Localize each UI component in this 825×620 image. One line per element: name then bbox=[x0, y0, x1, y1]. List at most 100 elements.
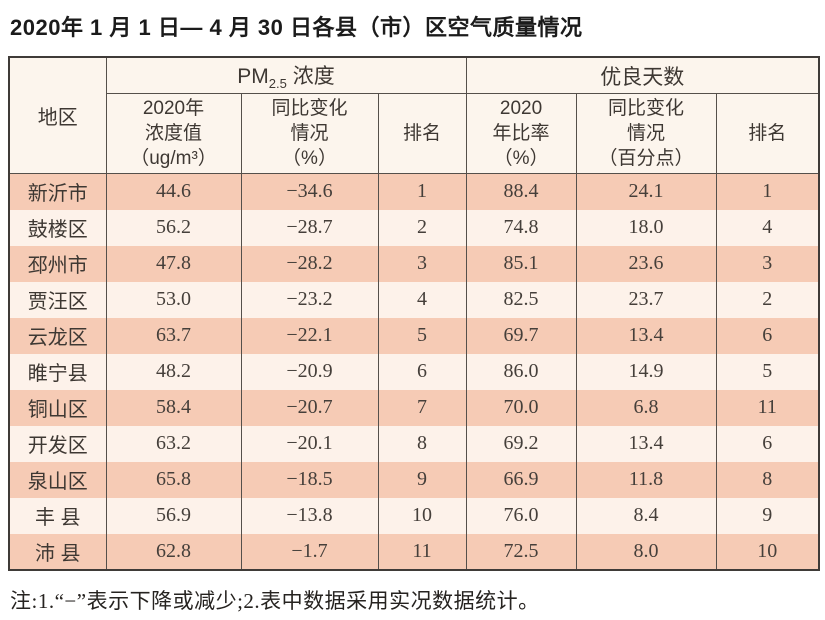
value-cell: 47.8 bbox=[105, 245, 242, 282]
value-cell: 13.4 bbox=[575, 425, 717, 462]
value-cell: 23.7 bbox=[575, 281, 717, 318]
table-row: 鼓楼区 56.2 −28.7 2 74.8 18.0 4 bbox=[8, 209, 820, 246]
value-cell: 3 bbox=[715, 245, 820, 282]
table-header: 地区 PM2.5 浓度 优良天数 2020年 浓度值 （ug/m³） 同比变化 … bbox=[8, 56, 820, 175]
column-group-good-days: 优良天数 bbox=[465, 56, 820, 95]
table-row: 睢宁县 48.2 −20.9 6 86.0 14.9 5 bbox=[8, 353, 820, 390]
value-cell: 1 bbox=[377, 173, 467, 210]
pm25-label-subscript: 2.5 bbox=[268, 76, 287, 92]
value-cell: 4 bbox=[377, 281, 467, 318]
value-cell: 44.6 bbox=[105, 173, 242, 210]
region-cell: 丰 县 bbox=[8, 497, 107, 534]
value-cell: 10 bbox=[377, 497, 467, 534]
value-cell: 1 bbox=[715, 173, 820, 210]
value-cell: 76.0 bbox=[465, 497, 577, 534]
region-cell: 睢宁县 bbox=[8, 353, 107, 390]
value-cell: 63.7 bbox=[105, 317, 242, 354]
value-cell: 6 bbox=[715, 317, 820, 354]
value-cell: 8 bbox=[377, 425, 467, 462]
air-quality-table: 地区 PM2.5 浓度 优良天数 2020年 浓度值 （ug/m³） 同比变化 … bbox=[8, 56, 821, 571]
region-cell: 新沂市 bbox=[8, 173, 107, 210]
value-cell: 56.2 bbox=[105, 209, 242, 246]
column-header-pm25-value: 2020年 浓度值 （ug/m³） bbox=[105, 93, 242, 175]
value-cell: 5 bbox=[715, 353, 820, 390]
region-cell: 铜山区 bbox=[8, 389, 107, 426]
value-cell: 8 bbox=[715, 461, 820, 498]
value-cell: 4 bbox=[715, 209, 820, 246]
value-cell: 69.7 bbox=[465, 317, 577, 354]
column-header-days-change: 同比变化 情况 （百分点） bbox=[575, 93, 717, 175]
value-cell: 11 bbox=[377, 533, 467, 570]
value-cell: 53.0 bbox=[105, 281, 242, 318]
value-cell: 86.0 bbox=[465, 353, 577, 390]
region-cell: 贾汪区 bbox=[8, 281, 107, 318]
value-cell: 13.4 bbox=[575, 317, 717, 354]
value-cell: 72.5 bbox=[465, 533, 577, 570]
table-row: 铜山区 58.4 −20.7 7 70.0 6.8 11 bbox=[8, 389, 820, 426]
table-row: 沛 县 62.8 −1.7 11 72.5 8.0 10 bbox=[8, 533, 820, 570]
value-cell: −34.6 bbox=[240, 173, 379, 210]
region-cell: 鼓楼区 bbox=[8, 209, 107, 246]
value-cell: −28.2 bbox=[240, 245, 379, 282]
value-cell: 5 bbox=[377, 317, 467, 354]
value-cell: −22.1 bbox=[240, 317, 379, 354]
value-cell: 62.8 bbox=[105, 533, 242, 570]
table-row: 新沂市 44.6 −34.6 1 88.4 24.1 1 bbox=[8, 173, 820, 210]
value-cell: −20.9 bbox=[240, 353, 379, 390]
value-cell: 2 bbox=[377, 209, 467, 246]
region-cell: 开发区 bbox=[8, 425, 107, 462]
value-cell: −18.5 bbox=[240, 461, 379, 498]
value-cell: 66.9 bbox=[465, 461, 577, 498]
value-cell: 88.4 bbox=[465, 173, 577, 210]
value-cell: 10 bbox=[715, 533, 820, 570]
value-cell: 74.8 bbox=[465, 209, 577, 246]
value-cell: 82.5 bbox=[465, 281, 577, 318]
table-row: 贾汪区 53.0 −23.2 4 82.5 23.7 2 bbox=[8, 281, 820, 318]
footnote: 注:1.“−”表示下降或减少;2.表中数据采用实况数据统计。 bbox=[10, 588, 540, 613]
value-cell: 70.0 bbox=[465, 389, 577, 426]
value-cell: 58.4 bbox=[105, 389, 242, 426]
value-cell: 18.0 bbox=[575, 209, 717, 246]
value-cell: −28.7 bbox=[240, 209, 379, 246]
pm25-label-suffix: 浓度 bbox=[286, 65, 335, 88]
pm25-label-prefix: PM bbox=[237, 65, 269, 88]
value-cell: 63.2 bbox=[105, 425, 242, 462]
value-cell: 14.9 bbox=[575, 353, 717, 390]
value-cell: −23.2 bbox=[240, 281, 379, 318]
column-header-days-rank: 排名 bbox=[715, 93, 820, 175]
region-cell: 泉山区 bbox=[8, 461, 107, 498]
value-cell: 56.9 bbox=[105, 497, 242, 534]
value-cell: 24.1 bbox=[575, 173, 717, 210]
value-cell: 8.0 bbox=[575, 533, 717, 570]
value-cell: 69.2 bbox=[465, 425, 577, 462]
table-row: 云龙区 63.7 −22.1 5 69.7 13.4 6 bbox=[8, 317, 820, 354]
value-cell: −13.8 bbox=[240, 497, 379, 534]
region-cell: 邳州市 bbox=[8, 245, 107, 282]
value-cell: 8.4 bbox=[575, 497, 717, 534]
table-row: 丰 县 56.9 −13.8 10 76.0 8.4 9 bbox=[8, 497, 820, 534]
value-cell: 2 bbox=[715, 281, 820, 318]
value-cell: 6 bbox=[377, 353, 467, 390]
value-cell: 3 bbox=[377, 245, 467, 282]
value-cell: 9 bbox=[377, 461, 467, 498]
region-cell: 云龙区 bbox=[8, 317, 107, 354]
value-cell: 23.6 bbox=[575, 245, 717, 282]
value-cell: 9 bbox=[715, 497, 820, 534]
value-cell: 65.8 bbox=[105, 461, 242, 498]
value-cell: −20.1 bbox=[240, 425, 379, 462]
column-header-days-ratio: 2020 年比率 （%） bbox=[465, 93, 577, 175]
column-header-pm25-change: 同比变化 情况 （%） bbox=[240, 93, 379, 175]
table-row: 邳州市 47.8 −28.2 3 85.1 23.6 3 bbox=[8, 245, 820, 282]
column-group-pm25: PM2.5 浓度 bbox=[105, 56, 467, 95]
value-cell: 7 bbox=[377, 389, 467, 426]
value-cell: −20.7 bbox=[240, 389, 379, 426]
value-cell: 6 bbox=[715, 425, 820, 462]
table-row: 开发区 63.2 −20.1 8 69.2 13.4 6 bbox=[8, 425, 820, 462]
table-body: 新沂市 44.6 −34.6 1 88.4 24.1 1 鼓楼区 56.2 −28.7 2 74.8 1… bbox=[8, 173, 820, 570]
value-cell: −1.7 bbox=[240, 533, 379, 570]
value-cell: 85.1 bbox=[465, 245, 577, 282]
column-header-region: 地区 bbox=[8, 56, 107, 175]
value-cell: 11.8 bbox=[575, 461, 717, 498]
value-cell: 6.8 bbox=[575, 389, 717, 426]
